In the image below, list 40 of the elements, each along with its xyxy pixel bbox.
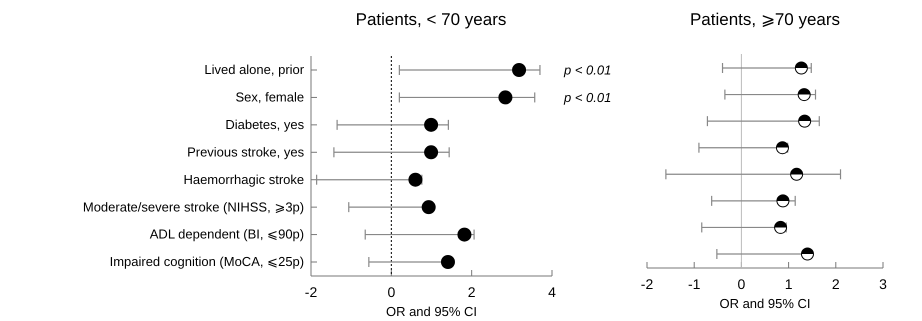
point bbox=[798, 114, 812, 128]
point bbox=[408, 172, 422, 187]
y-tick-label: ADL dependent (BI, ⩽90p) bbox=[150, 226, 304, 242]
x-tick-label: 4 bbox=[548, 284, 556, 300]
point bbox=[422, 200, 436, 214]
x-tick-label: 1 bbox=[784, 276, 793, 292]
x-tick-label: -1 bbox=[688, 276, 701, 292]
point bbox=[776, 141, 789, 154]
x-axis-title: OR and 95% CI bbox=[719, 296, 811, 311]
y-tick-label: Previous stroke, yes bbox=[187, 144, 305, 160]
y-tick-label: Diabetes, yes bbox=[225, 117, 305, 132]
x-tick-label: 0 bbox=[387, 284, 396, 300]
point bbox=[774, 220, 788, 234]
chart-title: Patients, ⩾70 years bbox=[690, 10, 840, 29]
x-tick-label: 0 bbox=[738, 276, 746, 292]
y-tick-label: Moderate/severe stroke (NIHSS, ⩾3p) bbox=[82, 199, 304, 214]
text: p < 0.01 bbox=[563, 90, 612, 105]
x-tick-label: -2 bbox=[640, 276, 654, 292]
text: p < 0.01 bbox=[563, 62, 612, 78]
x-tick-label: 2 bbox=[832, 276, 840, 292]
y-tick-label: Haemorrhagic stroke bbox=[183, 172, 304, 187]
x-tick-label: 2 bbox=[468, 284, 476, 300]
point bbox=[794, 62, 808, 74]
point bbox=[424, 118, 438, 132]
y-tick-label: Lived alone, prior bbox=[204, 62, 305, 78]
point bbox=[457, 228, 472, 242]
x-tick-label: -2 bbox=[304, 284, 318, 300]
point bbox=[424, 145, 438, 160]
point bbox=[498, 90, 512, 104]
point bbox=[512, 63, 526, 77]
point bbox=[800, 248, 814, 260]
y-tick-label: Impaired cognition (MoCA, ⩽25p) bbox=[110, 254, 304, 270]
point bbox=[440, 255, 455, 269]
x-axis-title: OR and 95% CI bbox=[386, 304, 478, 319]
y-tick-label: Sex, female bbox=[235, 90, 304, 105]
point bbox=[798, 88, 811, 102]
chart-title: Patients, < 70 years bbox=[356, 10, 506, 29]
point bbox=[776, 194, 790, 208]
point bbox=[790, 168, 804, 181]
x-tick-label: 3 bbox=[879, 276, 888, 292]
